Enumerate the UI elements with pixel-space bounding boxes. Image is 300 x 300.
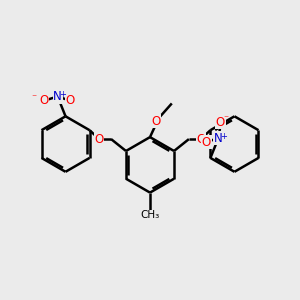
Text: O: O (151, 115, 160, 128)
Text: N: N (214, 132, 223, 145)
Text: ⁻: ⁻ (31, 94, 36, 103)
Text: O: O (94, 133, 104, 146)
Text: N: N (53, 90, 62, 103)
Text: O: O (39, 94, 48, 107)
Text: CH₃: CH₃ (140, 210, 160, 220)
Text: O: O (216, 116, 225, 129)
Text: O: O (66, 94, 75, 107)
Text: O: O (202, 136, 211, 148)
Text: +: + (60, 90, 67, 99)
Text: ⁻: ⁻ (224, 114, 229, 124)
Text: O: O (196, 133, 206, 146)
Text: +: + (220, 132, 227, 141)
